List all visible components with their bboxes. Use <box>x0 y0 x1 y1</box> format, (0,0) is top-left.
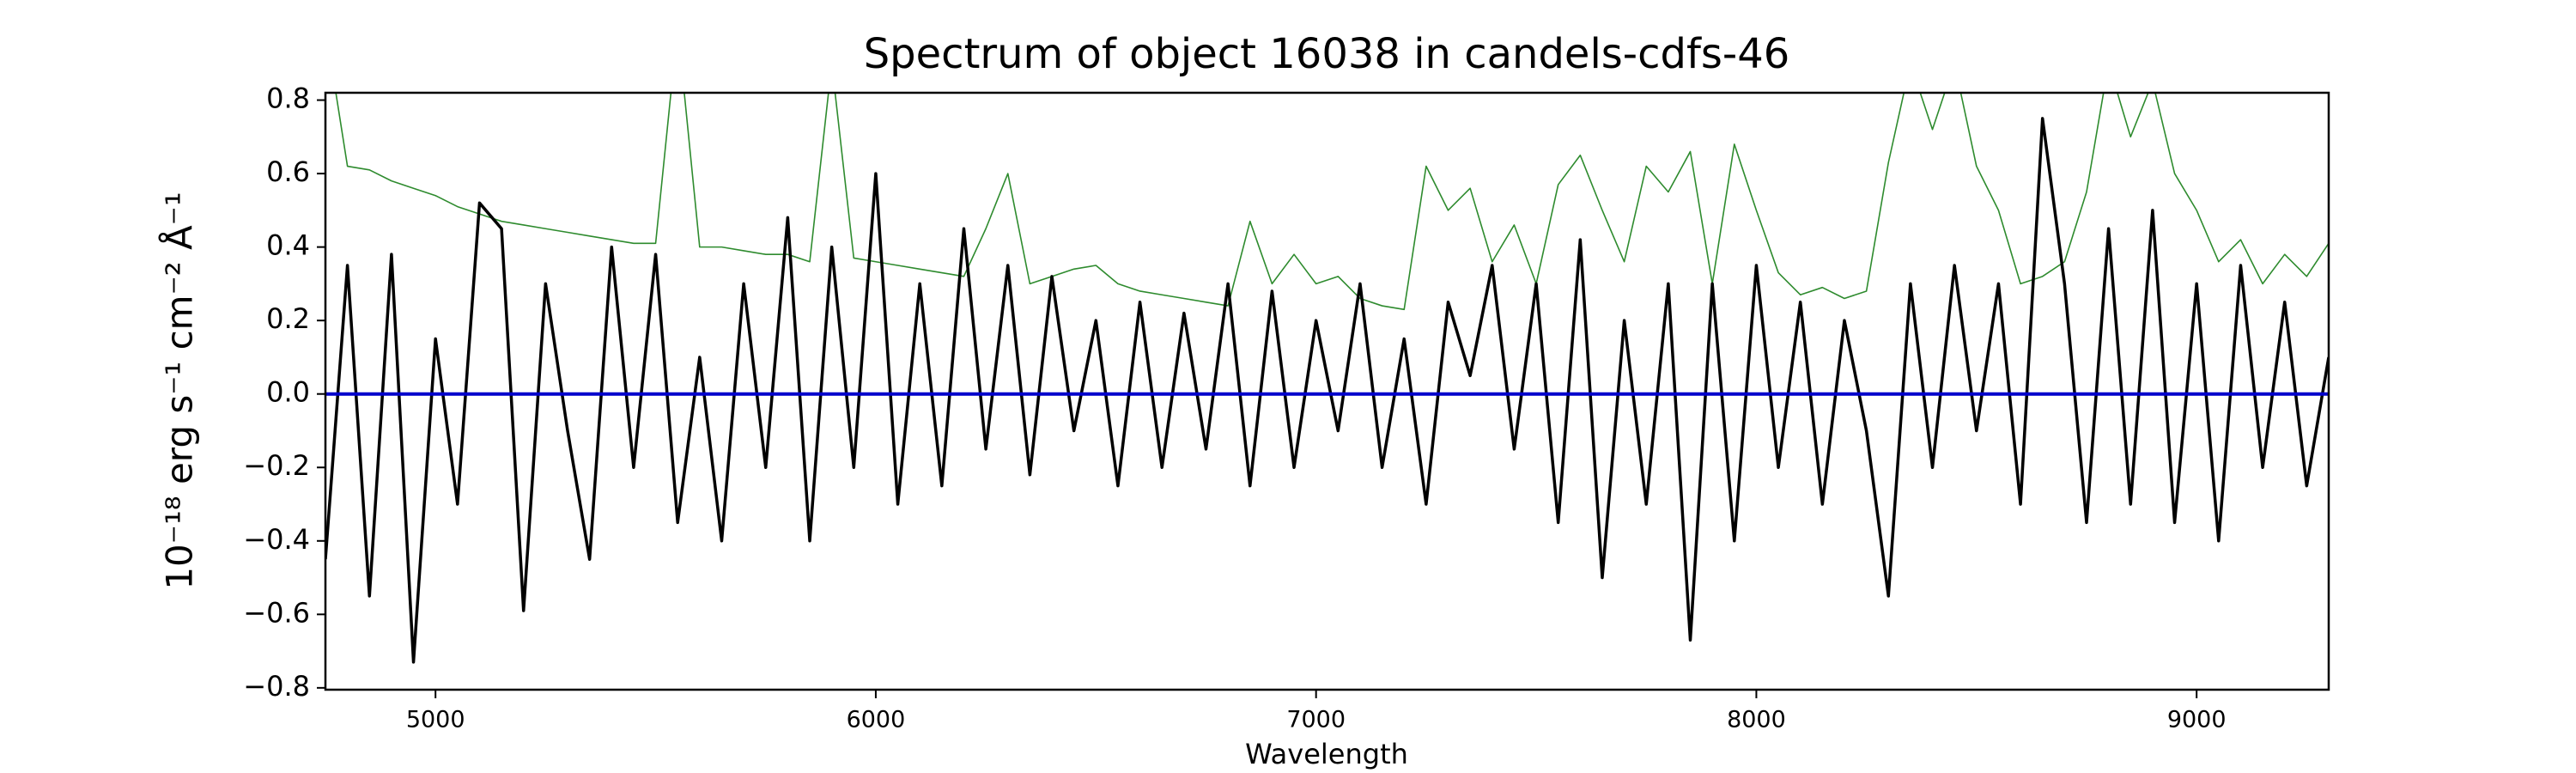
y-tick-label: 0.4 <box>266 229 310 262</box>
plot-frame <box>324 91 2330 691</box>
chart-title: Spectrum of object 16038 in candels-cdfs… <box>864 30 1790 78</box>
x-tick-label: 7000 <box>1286 707 1346 733</box>
spectrum-line <box>335 93 2329 311</box>
y-tick-label: 0.0 <box>266 376 310 409</box>
y-tick-label: −0.2 <box>243 449 310 482</box>
y-tick-label: 0.6 <box>266 155 310 188</box>
x-tick-label: 5000 <box>406 707 465 733</box>
plot-area <box>325 93 2329 664</box>
x-tick-label: 8000 <box>1727 707 1786 733</box>
x-tick-label: 6000 <box>847 707 906 733</box>
y-tick-label: −0.6 <box>243 596 310 629</box>
x-axis-label: Wavelength <box>1245 738 1408 770</box>
spectrum-line <box>325 117 2329 664</box>
y-axis-label: 10⁻¹⁸ erg s⁻¹ cm⁻² Å⁻¹ <box>158 192 201 589</box>
y-tick-label: 0.8 <box>266 82 310 115</box>
x-tick-label: 9000 <box>2167 707 2227 733</box>
y-tick-label: 0.2 <box>266 302 310 335</box>
y-tick-label: −0.4 <box>243 523 310 556</box>
y-tick-label: −0.8 <box>243 670 310 703</box>
